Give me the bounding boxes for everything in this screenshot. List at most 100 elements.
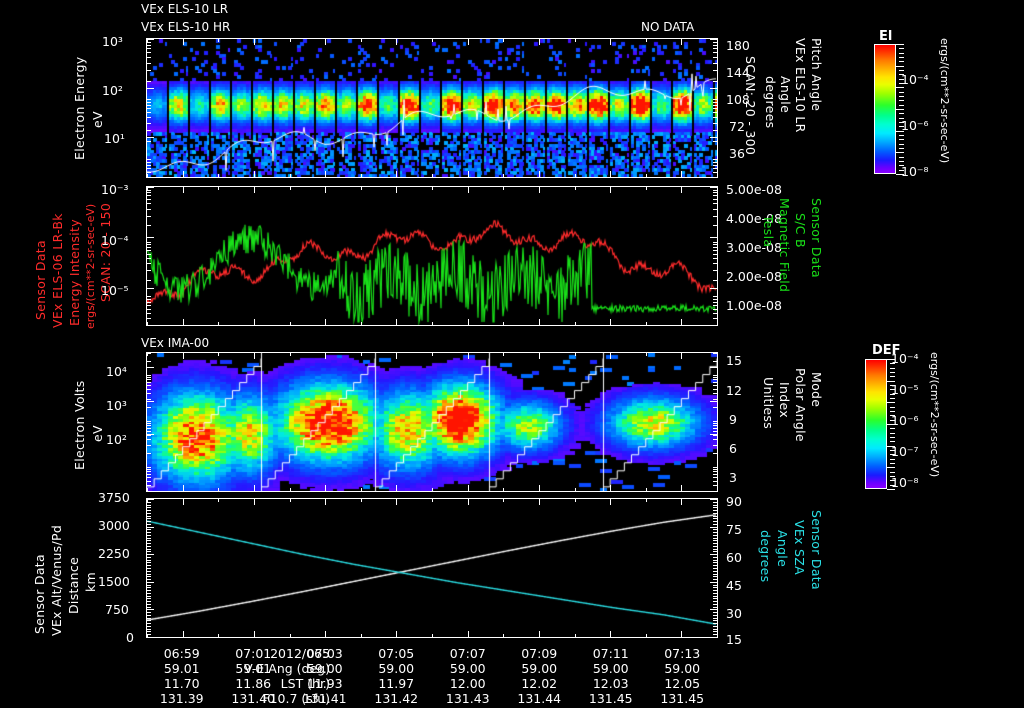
axis-tick (713, 585, 717, 586)
panel2-left-label4: ergs/(cm**2-sr-sec-eV) (84, 203, 97, 329)
axis-tick (539, 39, 540, 45)
axis-tick (147, 322, 148, 325)
panel4-line-canvas (147, 499, 717, 637)
axis-tick (713, 615, 717, 616)
axis-tick (147, 162, 151, 163)
panel1-title-line2: VEx ELS-10 HR (141, 20, 231, 34)
axis-tick (710, 88, 717, 89)
axis-tick (254, 39, 255, 45)
axis-tick (646, 488, 647, 491)
axis-tick (396, 39, 397, 45)
axis-tick (713, 353, 717, 354)
axis-tick (147, 57, 151, 58)
table-cell: 07:11 (592, 646, 629, 661)
axis-tick (147, 39, 148, 42)
axis-tick (147, 385, 151, 386)
colorbar-tick (890, 480, 895, 481)
colorbar-tick (896, 44, 904, 45)
axis-tick (713, 112, 717, 113)
panel1-spectrogram-canvas (147, 39, 717, 177)
axis-tick (147, 554, 151, 555)
axis-tick (147, 237, 154, 238)
panel1-cbar-tick-1: 10⁻⁶ (901, 118, 929, 133)
axis-tick (713, 296, 717, 297)
colorbar-tick (890, 459, 895, 460)
axis-tick (713, 549, 717, 550)
axis-tick (147, 377, 151, 378)
panel3-plot-frame (146, 352, 718, 492)
axis-tick (361, 39, 362, 42)
axis-tick (713, 263, 717, 264)
panel3-left-axis-units: eV (90, 425, 105, 442)
colorbar-tick (890, 368, 895, 369)
axis-tick (713, 634, 717, 635)
panel3-y2tick-4: 3 (729, 470, 737, 485)
colorbar-tick (890, 394, 895, 395)
axis-tick (468, 485, 469, 491)
axis-tick (713, 601, 717, 602)
axis-tick (147, 108, 151, 109)
axis-tick (713, 477, 717, 478)
colorbar-tick (890, 376, 895, 377)
axis-tick (290, 353, 291, 356)
axis-tick (646, 187, 647, 190)
axis-tick (713, 216, 717, 217)
axis-tick (147, 435, 151, 436)
panel3-cbar-tick-3: 10⁻⁷ (891, 444, 919, 459)
axis-tick (713, 195, 717, 196)
axis-tick (290, 187, 291, 190)
axis-tick (147, 247, 151, 248)
panel3-right-label2: Polar Angle (793, 368, 808, 442)
panel4-ytick-0: 3750 (98, 490, 130, 505)
colorbar-tick (887, 381, 895, 382)
colorbar-tick (890, 398, 895, 399)
axis-tick (147, 574, 151, 575)
colorbar-tick (890, 415, 895, 416)
panel3-colorbar-units: ergs/(cm**2-sr-sec-eV) (928, 352, 941, 478)
colorbar-tick (899, 48, 904, 49)
axis-tick (713, 481, 717, 482)
axis-tick (147, 510, 151, 511)
axis-tick (147, 112, 151, 113)
axis-tick (183, 631, 184, 637)
axis-tick (468, 353, 469, 359)
colorbar-tick (890, 433, 895, 434)
axis-tick (325, 319, 326, 325)
axis-tick (147, 469, 151, 470)
axis-tick (575, 488, 576, 491)
axis-tick (361, 322, 362, 325)
panel4-ytick-1: 3000 (98, 518, 130, 533)
colorbar-tick (896, 174, 904, 175)
panel4-left-label2: VEx Alt/Venus/Pd (49, 524, 64, 636)
axis-tick (713, 532, 717, 533)
table-cell: 11.93 (306, 676, 343, 691)
axis-tick (183, 187, 184, 193)
axis-tick (147, 474, 151, 475)
axis-tick (147, 353, 148, 356)
axis-tick (575, 187, 576, 190)
axis-tick (713, 543, 717, 544)
axis-tick (610, 171, 611, 177)
axis-tick (717, 353, 718, 356)
table-cell: 11.86 (235, 676, 272, 691)
axis-tick (503, 187, 504, 190)
axis-tick (539, 353, 540, 359)
axis-tick (290, 488, 291, 491)
axis-tick (254, 485, 255, 491)
axis-tick (147, 187, 148, 190)
axis-tick (147, 423, 151, 424)
axis-tick (361, 499, 362, 502)
axis-tick (713, 467, 717, 468)
axis-tick (396, 319, 397, 325)
panel1-left-axis-label: Electron Energy (72, 56, 87, 160)
axis-tick (713, 258, 717, 259)
panel4-y2tick-3: 45 (726, 578, 742, 593)
axis-tick (503, 39, 504, 42)
axis-tick (290, 174, 291, 177)
axis-tick (713, 502, 717, 503)
axis-tick (147, 618, 151, 619)
axis-tick (713, 618, 717, 619)
axis-tick (147, 70, 151, 71)
colorbar-tick (899, 122, 904, 123)
axis-tick (147, 596, 151, 597)
